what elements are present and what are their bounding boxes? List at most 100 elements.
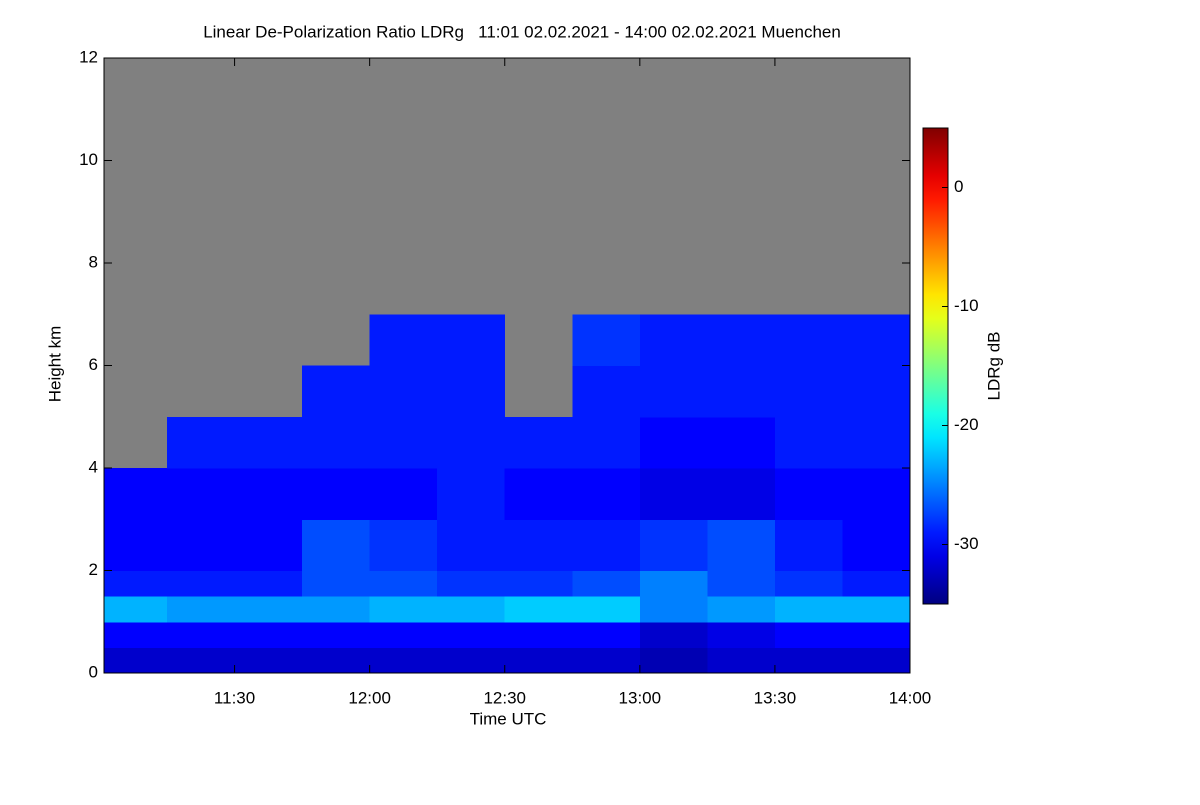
heatmap-cell (234, 468, 303, 520)
heatmap-cell (234, 570, 303, 597)
heatmap-cell (302, 647, 371, 674)
colorbar-tick-label: 0 (954, 177, 963, 196)
heatmap-cell (504, 519, 573, 571)
heatmap-cell (639, 416, 708, 469)
heatmap-cell (302, 468, 371, 520)
heatmap-cell (842, 468, 911, 520)
colorbar-label: LDRg dB (984, 332, 1003, 401)
heatmap-cell (437, 519, 506, 571)
x-tick-label: 13:30 (754, 688, 797, 707)
heatmap-cell (167, 416, 236, 469)
heatmap-cell (104, 570, 168, 597)
heatmap-cell (774, 468, 843, 520)
heatmap-cell (639, 570, 708, 597)
heatmap-cell (167, 596, 236, 623)
heatmap-cell (234, 596, 303, 623)
heatmap-cell (572, 570, 641, 597)
heatmap-cell (369, 365, 438, 418)
heatmap-cell (707, 621, 776, 648)
heatmap-cell (842, 416, 911, 469)
heatmap-cell (504, 416, 573, 469)
heatmap-cell (369, 621, 438, 648)
heatmap-cell (842, 647, 911, 674)
heatmap-cell (167, 468, 236, 520)
y-tick-label: 4 (89, 457, 98, 476)
heatmap-cell (302, 621, 371, 648)
heatmap-cell (302, 519, 371, 571)
heatmap-cell (572, 596, 641, 623)
heatmap-cell (234, 647, 303, 674)
heatmap-cell (167, 621, 236, 648)
heatmap-cell (707, 416, 776, 469)
heatmap-cell (437, 468, 506, 520)
heatmap-cell (302, 416, 371, 469)
x-tick-label: 14:00 (889, 688, 932, 707)
heatmap-cell (842, 314, 911, 366)
heatmap-cell (707, 570, 776, 597)
heatmap-cell (774, 570, 843, 597)
colorbar (922, 127, 949, 605)
y-tick-label: 2 (89, 560, 98, 579)
heatmap-cell (234, 621, 303, 648)
heatmap-cell (369, 416, 438, 469)
heatmap-cell (639, 621, 708, 648)
heatmap-cell (302, 570, 371, 597)
heatmap-cell (369, 570, 438, 597)
heatmap-cell (504, 647, 573, 674)
heatmap-cell (572, 314, 641, 366)
heatmap-cell (639, 365, 708, 418)
y-axis-label: Height km (45, 326, 64, 403)
heatmap-cell (774, 647, 843, 674)
heatmap-cell (167, 647, 236, 674)
heatmap-cell (774, 621, 843, 648)
heatmap-cell (707, 468, 776, 520)
y-tick-label: 6 (89, 355, 98, 374)
heatmap-cell (774, 314, 843, 366)
heatmap-cell (234, 519, 303, 571)
heatmap-cell (774, 416, 843, 469)
heatmap-cell (572, 468, 641, 520)
heatmap-cell (104, 468, 168, 520)
heatmap-cell (504, 621, 573, 648)
plot-area (104, 58, 911, 674)
colorbar-tick-label: -10 (954, 296, 979, 315)
colorbar-tick-label: -20 (954, 415, 979, 434)
heatmap-cell (842, 596, 911, 623)
x-tick-label: 12:00 (348, 688, 391, 707)
heatmap-cell (504, 596, 573, 623)
heatmap-cell (437, 570, 506, 597)
heatmap-cell (437, 647, 506, 674)
heatmap-cell (167, 519, 236, 571)
heatmap-cell (842, 365, 911, 418)
heatmap-cell (369, 647, 438, 674)
heatmap-cell (104, 519, 168, 571)
heatmap-cell (774, 519, 843, 571)
heatmap-cell (842, 621, 911, 648)
y-tick-label: 10 (79, 150, 98, 169)
heatmap-cell (437, 365, 506, 418)
heatmap-cell (104, 596, 168, 623)
heatmap-cell (707, 596, 776, 623)
heatmap-cell (369, 519, 438, 571)
heatmap-cell (437, 621, 506, 648)
heatmap-cell (707, 647, 776, 674)
heatmap-cell (639, 468, 708, 520)
heatmap-cell (369, 596, 438, 623)
heatmap-cell (842, 570, 911, 597)
heatmap-cell (369, 468, 438, 520)
heatmap-cell (104, 647, 168, 674)
heatmap-cell (369, 314, 438, 366)
heatmap-cell (437, 596, 506, 623)
heatmap-cell (167, 570, 236, 597)
heatmap-cell (437, 416, 506, 469)
heatmap-cell (302, 596, 371, 623)
y-tick-label: 8 (89, 252, 98, 271)
colorbar-tick-label: -30 (954, 534, 979, 553)
x-axis-label: Time UTC (470, 709, 547, 728)
heatmap-cell (504, 468, 573, 520)
heatmap-cell (639, 647, 708, 674)
y-tick-label: 0 (89, 662, 98, 681)
x-tick-label: 13:00 (619, 688, 662, 707)
chart-title: Linear De-Polarization Ratio LDRg 11:01 … (203, 22, 841, 41)
heatmap-cell (504, 570, 573, 597)
